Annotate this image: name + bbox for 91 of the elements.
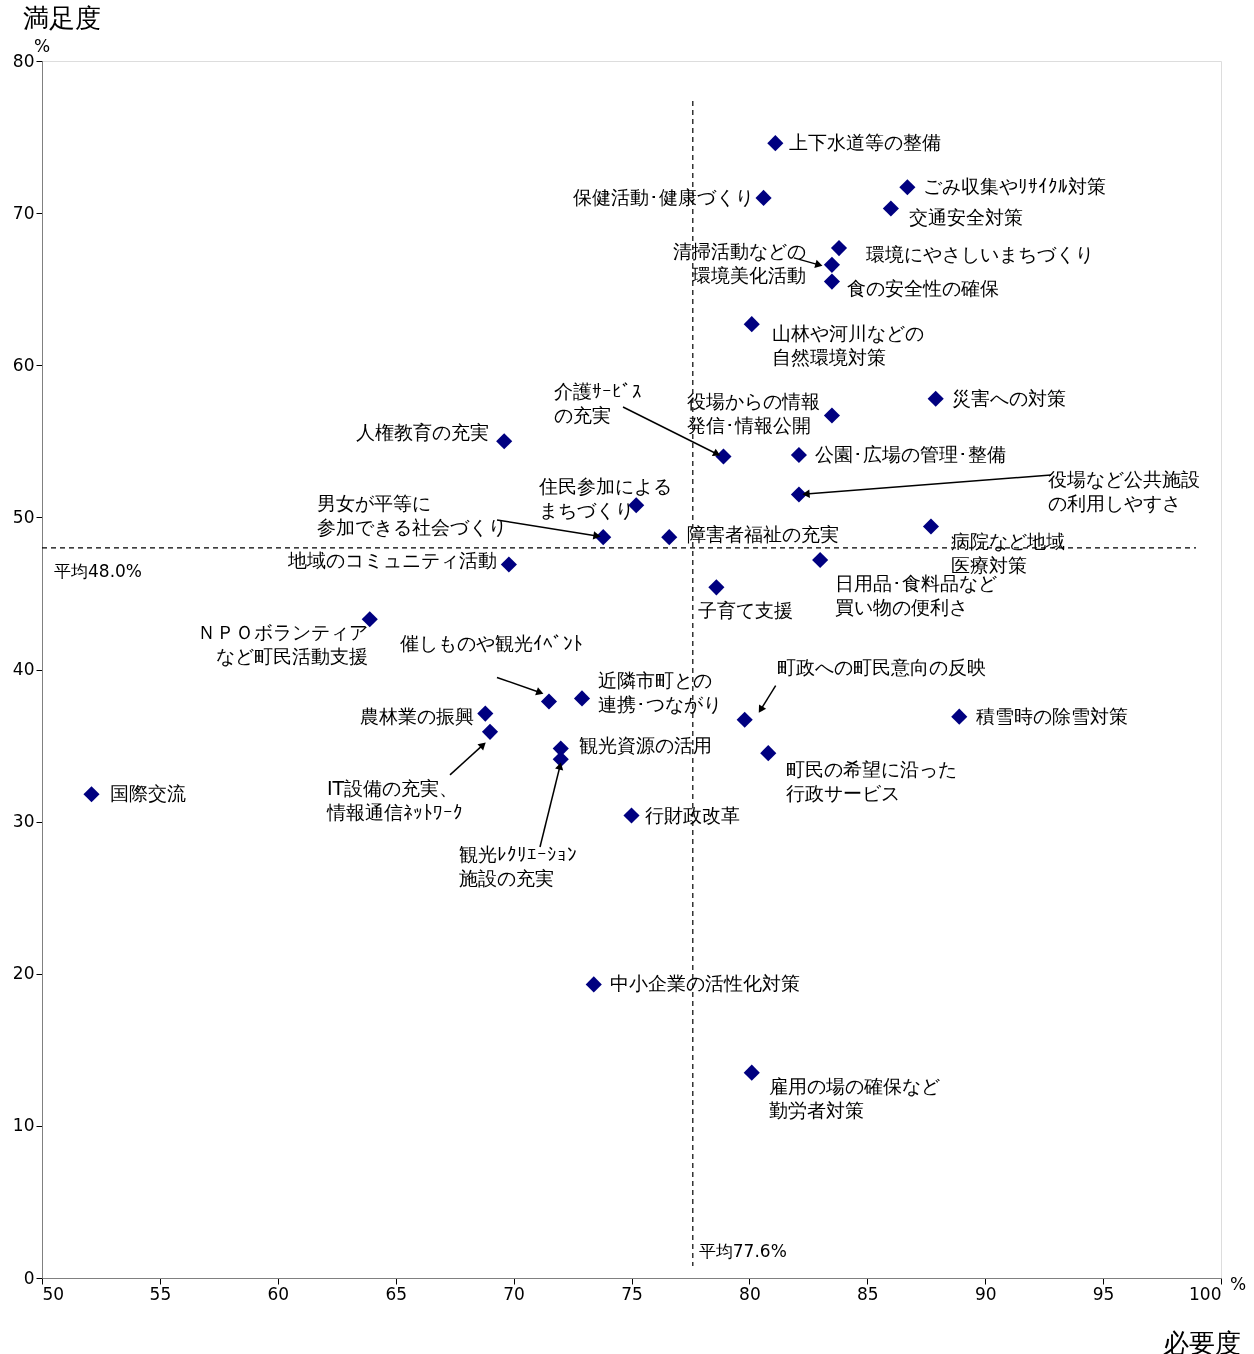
- annotation: 役場からの情報発信･情報公開: [686, 390, 820, 437]
- annotation: 町政への町民意向の反映: [776, 655, 986, 678]
- annotation: 人権教育の充実: [356, 421, 490, 444]
- ref-line-label: 平均48.0%: [54, 560, 143, 581]
- ref-line-label: 平均77.6%: [698, 1241, 787, 1261]
- y-tick-label: 0: [23, 1267, 35, 1288]
- y-tick-label: 60: [12, 354, 35, 375]
- point: [812, 551, 829, 569]
- annotation: 町民の希望に沿った行政サービス: [786, 758, 958, 805]
- annotation: 地域のコミュニティ活動: [286, 548, 497, 571]
- point: [500, 556, 517, 573]
- x-tick-label: 60: [267, 1283, 290, 1304]
- annotation: 役場など公共施設の利用しやすさ: [1048, 468, 1200, 514]
- point: [496, 433, 513, 450]
- point: [882, 200, 899, 217]
- annotation: 農林業の振興: [360, 704, 475, 727]
- x-tick-label: 75: [621, 1283, 643, 1304]
- annotation: 観光資源の活用: [578, 733, 712, 756]
- x-tick-label: 95: [1092, 1283, 1115, 1304]
- point: [760, 745, 777, 762]
- point: [743, 316, 760, 333]
- annotation: 観光ﾚｸﾘｴｰｼｮﾝ施設の充実: [459, 843, 577, 889]
- point: [540, 693, 558, 710]
- point: [585, 976, 602, 993]
- point: [743, 1064, 760, 1081]
- y-tick-label: 50: [12, 506, 35, 527]
- point: [823, 273, 840, 290]
- point: [623, 807, 640, 824]
- annotation: 上下水道等の整備: [789, 131, 942, 154]
- annotation: ＮＰＯボランティアなど町民活動支援: [196, 621, 368, 668]
- y-tick-label: 70: [12, 202, 35, 223]
- annotation: 雇用の場の確保など勤労者対策: [768, 1074, 940, 1121]
- point: [595, 529, 612, 546]
- text: %: [1229, 1274, 1247, 1294]
- text: %: [33, 36, 51, 56]
- point: [573, 690, 591, 707]
- y-tick-label: 80: [12, 50, 35, 71]
- annotation: 男女が平等に参加できる社会づくり: [317, 492, 507, 538]
- point: [755, 189, 772, 206]
- annotation: 環境にやさしいまちづくり: [866, 243, 1094, 266]
- y-tick-label: 10: [12, 1115, 35, 1136]
- annotation: 近隣市町との連携･つながり: [597, 669, 722, 716]
- point: [361, 611, 378, 628]
- point: [715, 448, 732, 465]
- x-tick-label: 80: [739, 1283, 761, 1304]
- point: [481, 723, 499, 740]
- y-tick-label: 40: [12, 659, 35, 679]
- x-tick-label: 55: [149, 1283, 172, 1304]
- annotation: 住民参加によるまちづくり: [538, 475, 673, 522]
- y-axis-title: 満足度: [22, 2, 101, 33]
- point: [790, 446, 807, 464]
- annotation: 中小企業の活性化対策: [609, 972, 800, 995]
- point: [927, 390, 944, 407]
- point: [628, 497, 645, 514]
- point: [661, 529, 678, 546]
- annotation: 催しものや観光ｲﾍﾞﾝﾄ: [399, 632, 583, 655]
- annotation: 清掃活動などの環境美化活動: [672, 239, 806, 286]
- annotation: ごみ収集やﾘｻｲｸﾙ対策: [923, 175, 1107, 198]
- point: [951, 708, 968, 725]
- annotation: 保健活動･健康づくり: [572, 185, 754, 208]
- y-tick-label: 20: [12, 963, 35, 984]
- point: [922, 518, 940, 535]
- annotation: 災害への対策: [951, 386, 1066, 409]
- point: [823, 256, 840, 273]
- annotation: 国際交流: [109, 782, 186, 805]
- x-tick-label: 50: [42, 1283, 65, 1304]
- x-tick-label: 90: [974, 1283, 997, 1304]
- annotation: 行財政改革: [644, 803, 740, 826]
- point: [899, 179, 916, 196]
- x-tick-label: 65: [385, 1283, 408, 1304]
- x-tick-label: 70: [503, 1283, 525, 1304]
- annotation: 山林や河川などの自然環境対策: [771, 322, 924, 369]
- point: [708, 579, 725, 596]
- annotation: 積雪時の除雪対策: [976, 704, 1129, 727]
- annotation: 食の安全性の確保: [846, 276, 999, 299]
- annotation: IT設備の充実、情報通信ﾈｯﾄﾜｰｸ: [326, 776, 464, 823]
- point: [83, 786, 100, 803]
- point: [823, 407, 840, 424]
- point: [790, 486, 807, 503]
- annotation: 交通安全対策: [908, 205, 1023, 228]
- point: [767, 135, 784, 152]
- annotation: 障害者福祉の充実: [687, 523, 840, 546]
- x-tick-label: 100: [1189, 1283, 1222, 1304]
- point: [830, 240, 848, 257]
- point: [477, 705, 494, 722]
- point: [736, 711, 753, 728]
- annotation: 介護ｻｰﾋﾞｽの充実: [554, 380, 642, 426]
- x-tick-label: 85: [856, 1283, 879, 1304]
- annotation: 公園･広場の管理･整備: [814, 443, 1006, 465]
- annotation: 子育て支援: [698, 599, 794, 622]
- y-tick-label: 30: [12, 811, 35, 832]
